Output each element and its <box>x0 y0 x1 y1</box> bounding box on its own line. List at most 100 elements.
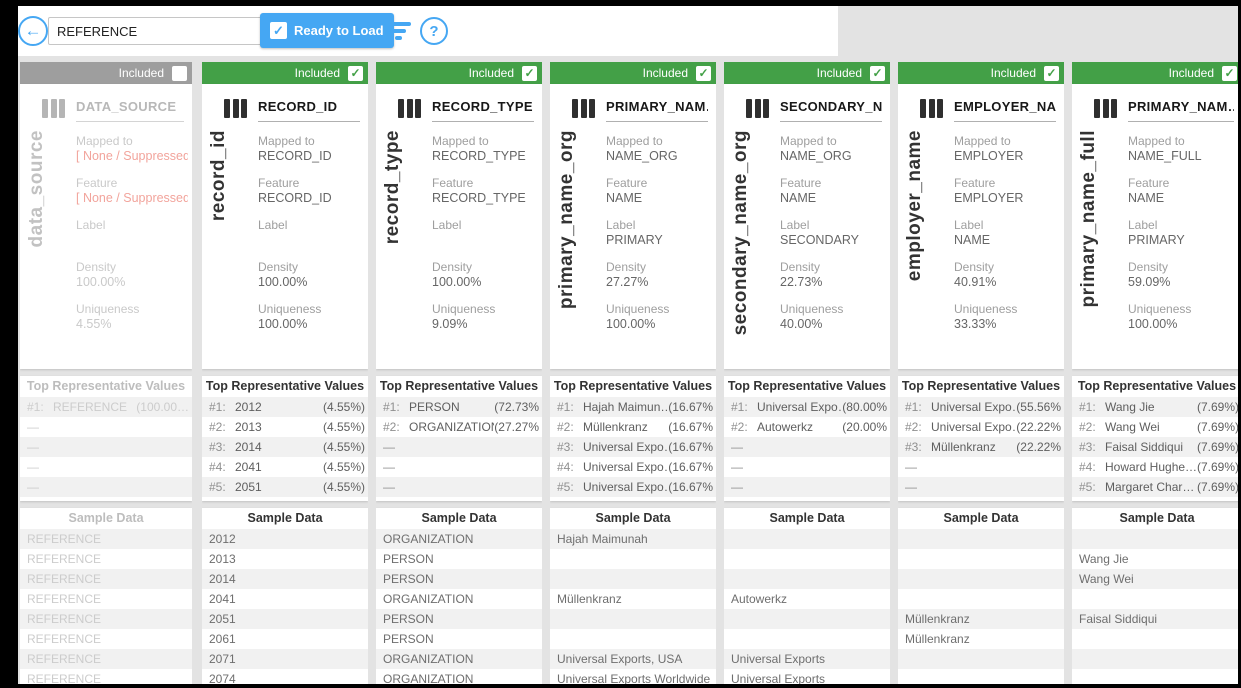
label-label: Label <box>1128 218 1158 232</box>
label-label: Label <box>432 218 462 232</box>
sample-row: ORGANIZATION <box>376 529 542 549</box>
label-value <box>258 233 364 248</box>
sample-value: ORGANIZATION <box>383 532 474 546</box>
sample-value: ORGANIZATION <box>383 652 474 666</box>
sample-row: Autowerkz <box>724 589 890 609</box>
top-value-percent: (22.22% <box>1016 440 1061 454</box>
top-value-rank: #3: <box>209 440 226 454</box>
back-button[interactable]: ← <box>18 16 48 46</box>
filter-icon[interactable] <box>385 22 411 42</box>
top-values-section: Top Representative Values #1: Universal E… <box>898 376 1064 501</box>
mapped-to-value: [ None / Suppressed ] <box>76 149 188 163</box>
sample-row: REFERENCE <box>20 649 192 669</box>
field-name[interactable]: SECONDARY_N… <box>780 99 882 122</box>
included-checkbox[interactable]: ✓ <box>522 65 537 81</box>
uniqueness-label: Uniqueness <box>258 302 322 316</box>
top-value-row: #3: Universal Expo… (16.67% <box>550 437 716 457</box>
top-value-row: #3: 2014 (4.55%) <box>202 437 368 457</box>
top-value-row: #5: 2051 (4.55%) <box>202 477 368 497</box>
top-value-text: 2014 <box>235 440 262 454</box>
field-name[interactable]: PRIMARY_NAM… <box>606 99 708 122</box>
density-value: 59.09% <box>1128 275 1171 289</box>
sample-row <box>550 609 716 629</box>
field-name[interactable]: DATA_SOURCE <box>76 99 184 122</box>
included-checkbox[interactable]: ✓ <box>1222 65 1237 81</box>
top-value-rank: — <box>27 420 39 434</box>
included-header: Included <box>20 62 192 84</box>
top-value-rank: #2: <box>557 420 574 434</box>
density-label: Density <box>954 260 995 274</box>
field-name[interactable]: PRIMARY_NAM… <box>1128 99 1234 122</box>
sample-row <box>1072 629 1238 649</box>
column-meta: Mapped to NAME_FULL Feature NAME Label P… <box>1128 134 1238 344</box>
uniqueness-value: 100.00% <box>606 317 656 331</box>
top-value-rank: #2: <box>731 420 748 434</box>
top-value-row: #4: 2041 (4.55%) <box>202 457 368 477</box>
top-value-text <box>757 457 887 477</box>
top-value-text: Howard Hughe… <box>1105 460 1197 474</box>
mapped-to-label: Mapped to <box>780 134 837 148</box>
sample-row <box>724 569 890 589</box>
column-stats-section: EMPLOYER_NA… employer_name Mapped to EMP… <box>898 84 1064 369</box>
top-value-percent: (100.00… <box>136 400 189 414</box>
top-value-rank: #3: <box>1079 440 1096 454</box>
sample-value <box>731 549 890 569</box>
columns-icon <box>42 99 65 118</box>
mapped-to-label: Mapped to <box>606 134 663 148</box>
mapped-to-value: RECORD_TYPE <box>432 149 526 163</box>
sample-row: ORGANIZATION <box>376 589 542 609</box>
sample-value <box>905 669 1064 684</box>
sample-row <box>898 589 1064 609</box>
top-value-percent: (16.67% <box>668 480 713 494</box>
ready-to-load-button[interactable]: ✓ Ready to Load <box>260 13 394 48</box>
field-name[interactable]: RECORD_TYPE <box>432 99 534 122</box>
ready-checkbox-icon: ✓ <box>270 22 287 39</box>
sample-row: REFERENCE <box>20 629 192 649</box>
sample-value: REFERENCE <box>27 632 102 646</box>
sample-row: 2014 <box>202 569 368 589</box>
included-label: Included <box>816 66 862 80</box>
mapped-to-label: Mapped to <box>432 134 489 148</box>
sample-value <box>1079 529 1238 549</box>
sample-value: Wang Jie <box>1079 552 1129 566</box>
column-meta: Mapped to NAME_ORG Feature NAME Label PR… <box>606 134 712 344</box>
sample-row: Hajah Maimunah <box>550 529 716 549</box>
sample-value <box>1079 649 1238 669</box>
uniqueness-value: 9.09% <box>432 317 468 331</box>
column-card-record_id: Included ✓ RECORD_ID record_id Mapped to… <box>202 62 368 684</box>
sample-row: Faisal Siddiqui <box>1072 609 1238 629</box>
top-value-row: — <box>376 477 542 497</box>
included-checkbox[interactable]: ✓ <box>1044 65 1059 81</box>
top-value-rank: — <box>731 480 743 494</box>
sample-value <box>557 629 716 649</box>
ready-to-load-label: Ready to Load <box>294 23 384 38</box>
uniqueness-label: Uniqueness <box>780 302 844 316</box>
uniqueness-label: Uniqueness <box>1128 302 1192 316</box>
top-value-percent: (55.56% <box>1016 400 1061 414</box>
top-value-rank: #1: <box>905 400 922 414</box>
top-value-rank: #1: <box>209 400 226 414</box>
top-value-rank: #2: <box>1079 420 1096 434</box>
included-checkbox[interactable]: ✓ <box>348 65 363 81</box>
included-checkbox[interactable] <box>172 65 187 81</box>
sample-row <box>1072 649 1238 669</box>
data-source-name-input[interactable] <box>48 17 270 45</box>
included-checkbox[interactable]: ✓ <box>870 65 885 81</box>
included-checkbox[interactable]: ✓ <box>696 65 711 81</box>
top-value-percent <box>539 437 542 457</box>
sample-row <box>724 629 890 649</box>
included-label: Included <box>118 66 164 80</box>
sample-value: Wang Wei <box>1079 572 1134 586</box>
top-value-text <box>931 457 1061 477</box>
sample-value <box>557 569 716 589</box>
top-value-rank: #2: <box>209 420 226 434</box>
sample-value <box>731 609 890 629</box>
top-value-percent: (80.00% <box>842 400 887 414</box>
top-values-header: Top Representative Values <box>553 379 713 393</box>
field-name[interactable]: RECORD_ID <box>258 99 360 122</box>
uniqueness-label: Uniqueness <box>76 302 140 316</box>
help-button[interactable]: ? <box>420 17 448 45</box>
field-name[interactable]: EMPLOYER_NA… <box>954 99 1056 122</box>
top-value-text: Müllenkranz <box>931 440 996 454</box>
top-value-text: Universal Expo… <box>583 440 669 454</box>
